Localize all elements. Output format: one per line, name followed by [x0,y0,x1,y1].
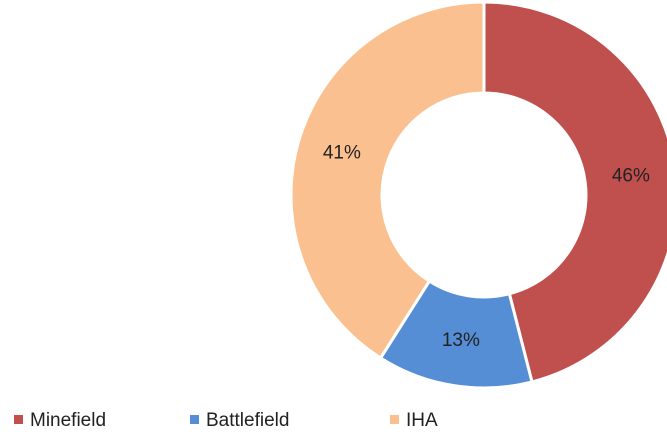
legend-swatch [14,415,23,424]
donut-slice [482,0,667,384]
legend-label: Battlefield [206,410,289,431]
data-label: 41% [323,143,361,164]
donut-slice [289,0,486,361]
data-label: 46% [612,165,650,186]
legend-swatch [190,415,199,424]
legend-label: Minefield [30,410,106,431]
data-label: 13% [442,330,480,351]
legend-label: IHA [406,410,438,431]
legend-swatch [390,415,399,424]
